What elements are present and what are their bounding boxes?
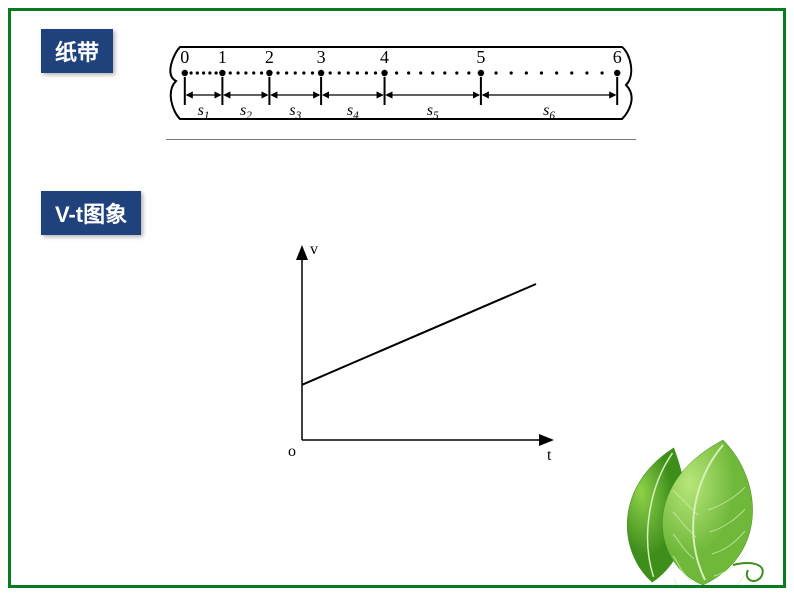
- tape-diagram: 0123456s1s2s3s4s5s6: [166, 41, 636, 141]
- svg-text:3: 3: [317, 47, 326, 67]
- tape-underline: [166, 139, 636, 140]
- svg-text:2: 2: [265, 47, 274, 67]
- vt-label-text: V-t图象: [55, 202, 127, 227]
- tape-label-text: 纸带: [55, 40, 99, 65]
- svg-text:0: 0: [180, 47, 189, 67]
- decorative-leaves: [583, 425, 783, 585]
- vt-label-tag: V-t图象: [41, 191, 141, 235]
- tape-label-tag: 纸带: [41, 29, 113, 73]
- slide-frame: 纸带 0123456s1s2s3s4s5s6 V-t图象 ovt: [8, 8, 786, 588]
- svg-text:o: o: [288, 443, 296, 460]
- svg-text:1: 1: [218, 47, 227, 67]
- svg-text:6: 6: [613, 47, 622, 67]
- vt-graph: o v t: [266, 236, 566, 476]
- svg-text:v: v: [310, 241, 318, 258]
- svg-text:5: 5: [476, 47, 485, 67]
- svg-text:t: t: [547, 447, 552, 464]
- svg-text:4: 4: [380, 47, 389, 67]
